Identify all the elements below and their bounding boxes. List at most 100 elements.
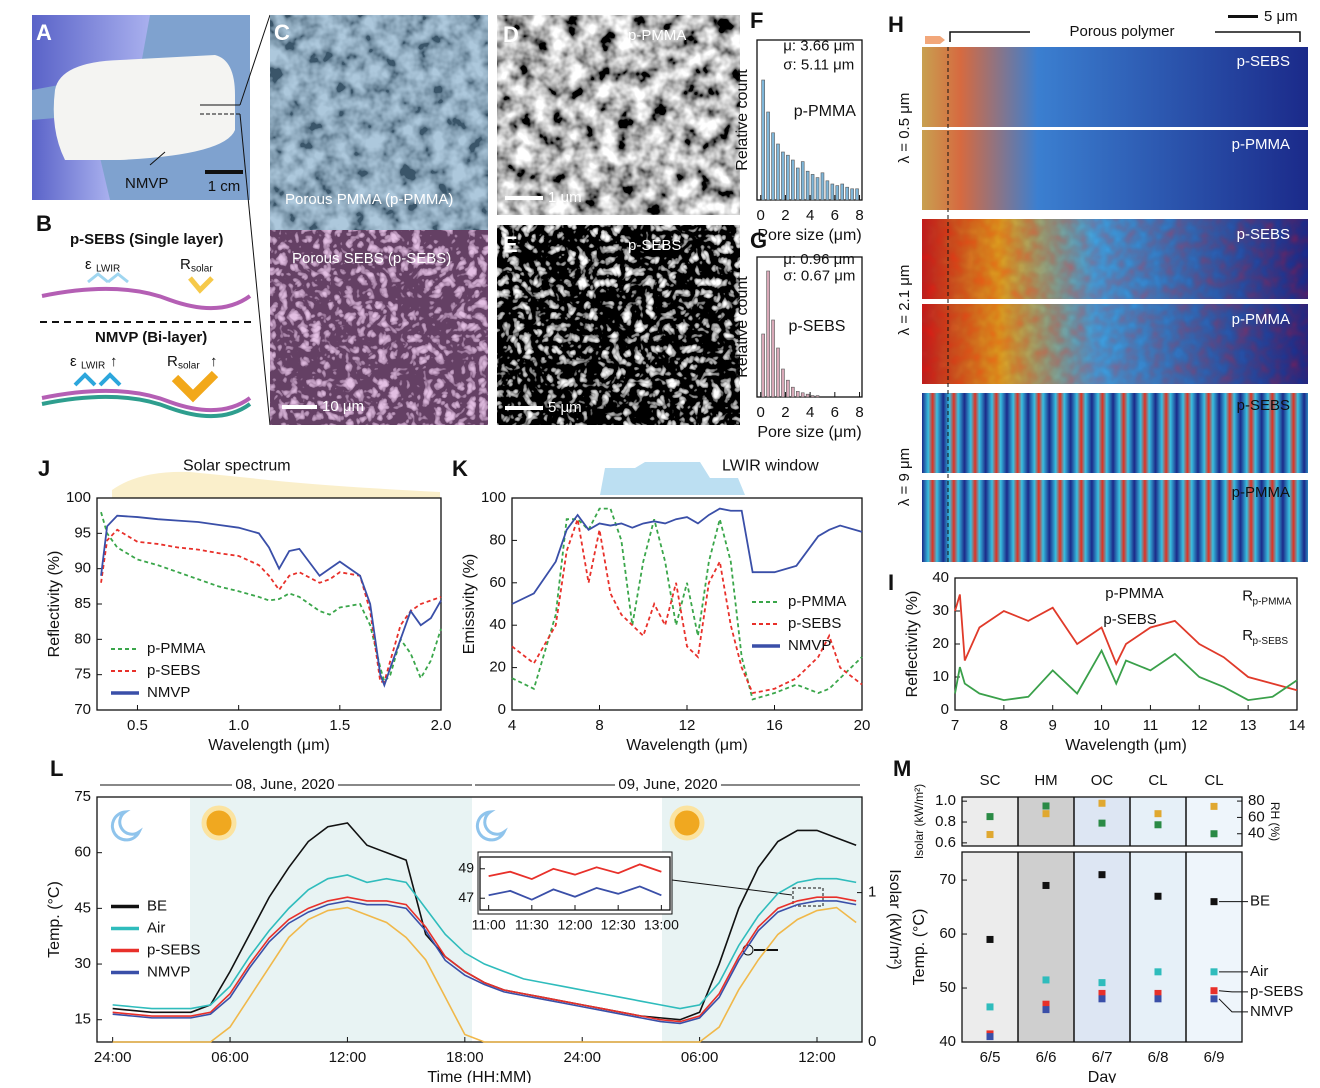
- point: [1155, 810, 1162, 817]
- solar-spectrum: [112, 472, 440, 498]
- y-tick-label: 75: [74, 666, 91, 683]
- legend-label: NMVP: [788, 637, 831, 654]
- bar: [816, 178, 819, 200]
- panel-label: M: [893, 756, 911, 781]
- symbol: ε: [85, 256, 92, 273]
- scale-bar: [1228, 15, 1258, 18]
- y2-tick-label: 1: [868, 884, 876, 901]
- point: [1155, 995, 1162, 1002]
- y-tick-label: 49: [458, 859, 474, 875]
- bar: [777, 348, 780, 397]
- y-tick-label: 47: [458, 889, 474, 905]
- point: [987, 813, 994, 820]
- scale-label: 10 μm: [322, 398, 364, 415]
- y2-tick-label: 80: [1248, 792, 1265, 809]
- material-label: p-SEBS: [1237, 397, 1290, 414]
- annotation: σ: 0.67 μm: [783, 268, 855, 285]
- panel-label: A: [36, 20, 52, 45]
- x-tick-label: 8: [855, 207, 863, 224]
- point: [1099, 871, 1106, 878]
- legend-label: p-SEBS: [1250, 983, 1303, 1000]
- scale-bar: [205, 170, 243, 174]
- x-tick-label: 8: [595, 717, 603, 734]
- y-axis-label: Emissivity (%): [461, 554, 478, 654]
- scale-bar: [505, 406, 543, 410]
- point: [1211, 987, 1218, 994]
- annotation: p-PMMA: [1253, 596, 1292, 607]
- point: [987, 831, 994, 838]
- x-tick-label: 4: [806, 207, 814, 224]
- x-tick-label: 6/5: [980, 1049, 1001, 1066]
- bar: [767, 271, 770, 397]
- symbol: R: [180, 256, 191, 273]
- point: [1211, 968, 1218, 975]
- bar: [762, 80, 765, 200]
- panel-label: C: [274, 20, 290, 45]
- x-tick-label: 20: [854, 717, 871, 734]
- sem-image: [497, 225, 740, 425]
- moon-icon: [477, 812, 504, 840]
- x-tick-label: 7: [951, 717, 959, 734]
- point: [1155, 893, 1162, 900]
- bar: [831, 184, 834, 200]
- category-band: [962, 797, 1018, 846]
- row-label: λ = 2.1 μm: [896, 265, 913, 336]
- emission-arrows: [75, 375, 120, 385]
- symbol: ↑: [210, 353, 218, 370]
- x-axis-label: Pore size (μm): [757, 424, 861, 441]
- x-tick-label: 6/8: [1148, 1049, 1169, 1066]
- scale-label: 1 μm: [548, 189, 582, 206]
- symbol: ↑: [110, 353, 118, 370]
- bar: [777, 144, 780, 200]
- y2-tick-label: 0: [868, 1033, 876, 1050]
- date-label: 09, June, 2020: [618, 776, 717, 793]
- x-tick-label: 10: [1093, 717, 1110, 734]
- y-tick-label: 100: [481, 489, 506, 506]
- legend-label: NMVP: [147, 684, 190, 701]
- point: [987, 936, 994, 943]
- bar: [821, 173, 824, 200]
- legend-label: BE: [147, 897, 167, 914]
- category-band: [1074, 852, 1130, 1042]
- legend-label: Air: [147, 919, 165, 936]
- x-tick-label: 12:00: [557, 917, 592, 933]
- chart: 6/56/66/76/86/940506070DayTemp. (°C)BEAi…: [911, 852, 1303, 1083]
- bar: [851, 189, 854, 200]
- bar: [826, 181, 829, 200]
- material-label: p-SEBS: [1237, 226, 1290, 243]
- point: [1043, 802, 1050, 809]
- point: [1099, 820, 1106, 827]
- y-tick-label: 60: [74, 844, 91, 861]
- y-axis-label: Reflectivity (%): [46, 551, 63, 658]
- scale-label: 5 μm: [1264, 8, 1298, 25]
- y-tick-label: 0.8: [935, 813, 956, 830]
- x-tick-label: 11:00: [472, 917, 506, 933]
- annotation: p-PMMA: [1105, 585, 1163, 602]
- legend-label: NMVP: [1250, 1003, 1293, 1020]
- material-label: p-PMMA: [1232, 484, 1290, 501]
- bar: [796, 391, 799, 397]
- region-label: Porous polymer: [1069, 23, 1174, 40]
- material-label: p-SEBS: [1237, 53, 1290, 70]
- bar: [791, 387, 794, 397]
- y2-tick-label: 40: [1248, 825, 1265, 842]
- y-tick-label: 100: [66, 489, 91, 506]
- y2-axis-label: Isolar (kW/m²): [886, 869, 903, 969]
- bar: [856, 189, 859, 200]
- bar: [781, 369, 784, 397]
- legend-label: BE: [1250, 893, 1270, 910]
- y-axis-label: Relative count: [734, 69, 751, 171]
- bar: [806, 394, 809, 397]
- chart: 02468Pore size (μm)Relative countμ: 0.96…: [734, 251, 863, 441]
- bar: [786, 380, 789, 397]
- x-tick-label: 2.0: [431, 717, 452, 734]
- film: [42, 289, 250, 308]
- y2-tick-label: 60: [1248, 808, 1265, 825]
- bar: [791, 160, 794, 200]
- y-tick-label: 40: [939, 1033, 956, 1050]
- x-tick-label: 6: [831, 207, 839, 224]
- x-tick-label: 14: [1289, 717, 1306, 734]
- bar: [801, 162, 804, 200]
- x-axis-label: Pore size (μm): [757, 227, 861, 244]
- x-tick-label: 12: [679, 717, 696, 734]
